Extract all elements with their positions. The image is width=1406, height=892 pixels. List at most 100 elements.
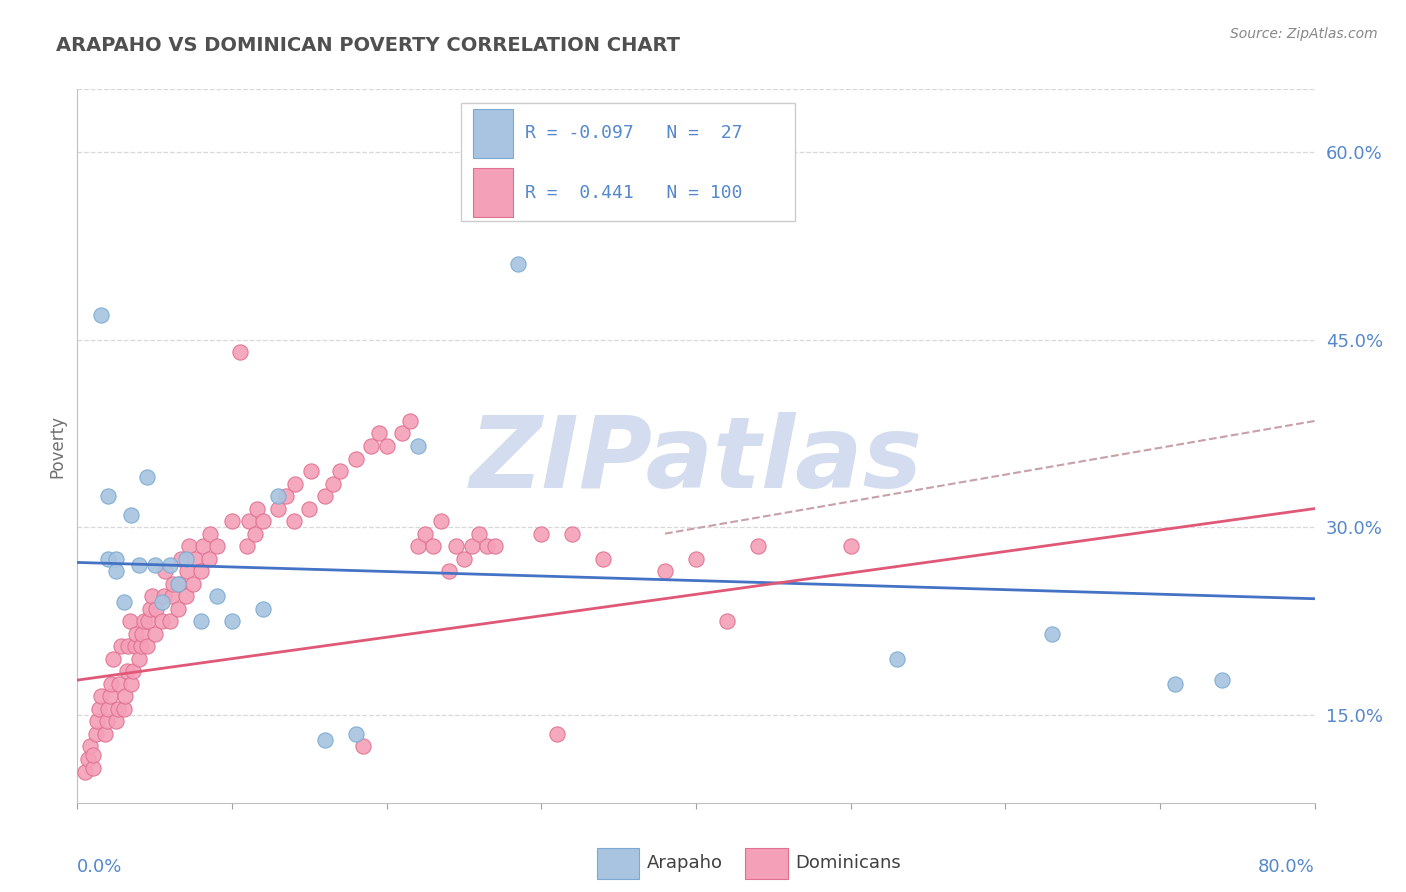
Point [245,526,267,541]
Point [75,764,96,779]
Point [422,539,444,553]
Point [546,727,568,741]
Point [84,727,107,741]
Point [839,539,862,553]
Point [284,476,307,491]
Point [155,564,177,578]
Point [153,589,176,603]
Point [124,640,146,654]
Point [90,690,111,704]
Point [177,539,200,553]
Point [329,464,352,478]
Point [747,539,769,553]
Point [112,595,135,609]
Point [228,345,252,359]
Point [191,539,214,553]
Point [97,489,120,503]
Point [183,576,205,591]
Point [105,564,127,578]
Point [446,539,468,553]
Point [122,665,145,679]
Point [159,558,181,572]
Point [299,464,322,478]
Point [174,551,197,566]
Point [283,514,305,528]
Point [79,739,101,754]
Point [322,476,344,491]
Point [716,614,738,628]
Point [205,539,228,553]
Point [132,614,155,628]
Point [97,551,120,566]
Point [184,551,207,566]
Point [267,489,290,503]
Point [176,564,198,578]
Point [561,526,583,541]
Point [141,589,163,603]
Point [368,426,391,441]
Point [136,470,159,484]
Point [170,551,193,566]
Point [530,526,553,541]
Point [399,414,422,428]
Point [136,640,159,654]
Point [121,677,143,691]
Point [654,564,676,578]
Point [1040,627,1063,641]
Point [108,677,131,691]
Point [143,627,166,641]
Point [94,727,117,741]
Point [117,640,139,654]
Point [100,677,122,691]
Point [200,526,222,541]
Point [314,733,336,747]
Text: R =  0.441   N = 100: R = 0.441 N = 100 [526,184,742,202]
FancyBboxPatch shape [474,168,513,218]
Point [96,714,118,729]
Point [375,439,398,453]
Point [110,640,132,654]
Point [87,702,110,716]
Point [115,665,138,679]
FancyBboxPatch shape [461,103,794,221]
Point [406,539,429,553]
Point [1164,677,1187,691]
Point [167,601,190,615]
Point [198,551,221,566]
Point [360,439,382,453]
Point [352,739,374,754]
Point [592,551,614,566]
Y-axis label: Poverty: Poverty [48,415,66,477]
Text: Dominicans: Dominicans [794,855,901,872]
Point [437,564,460,578]
Point [461,539,484,553]
Text: ZIPatlas: ZIPatlas [470,412,922,508]
Point [125,627,148,641]
Point [298,501,321,516]
Point [246,501,269,516]
Point [129,640,152,654]
Point [98,690,121,704]
Point [138,614,160,628]
FancyBboxPatch shape [598,847,640,880]
Point [152,614,174,628]
Point [101,652,124,666]
Point [131,627,153,641]
Point [139,601,162,615]
Point [105,714,127,729]
Point [276,489,298,503]
Point [221,614,243,628]
Point [508,257,530,271]
Point [453,551,475,566]
Point [236,539,259,553]
Point [128,558,150,572]
Point [174,589,197,603]
Point [167,576,190,591]
Point [82,748,104,763]
Point [105,551,127,566]
Point [77,752,100,766]
Point [477,539,499,553]
Point [152,595,174,609]
Point [97,702,120,716]
Point [205,589,228,603]
